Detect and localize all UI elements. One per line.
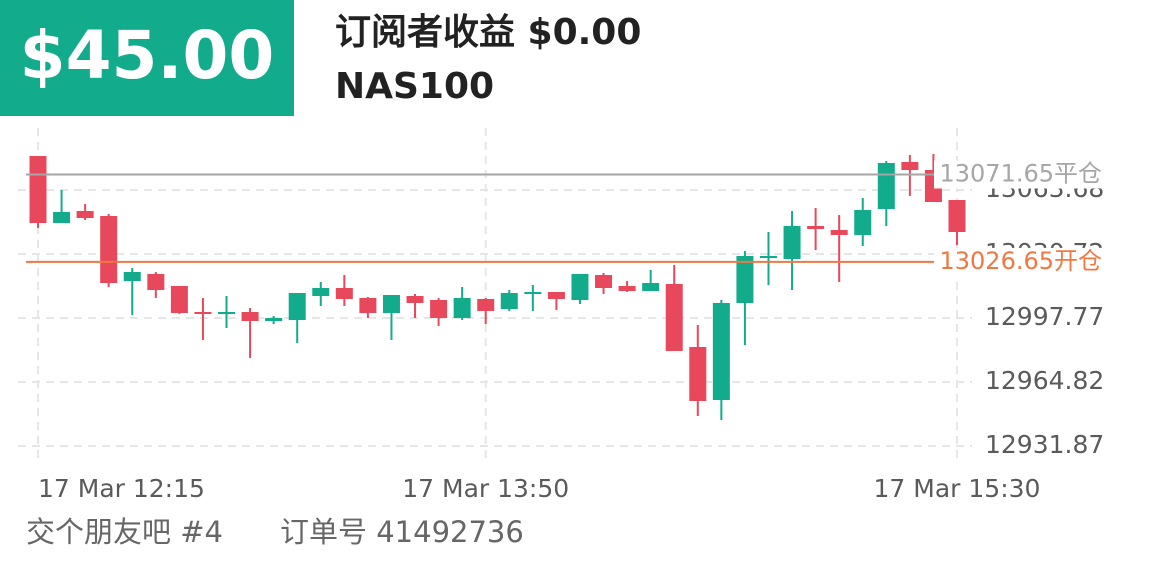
y-tick-label: 12997.77 <box>985 302 1104 331</box>
candle-body <box>807 225 825 230</box>
candle-body <box>53 212 71 224</box>
title: 订阅者收益 $0.00 <box>335 12 641 53</box>
level-label: 13071.65平仓 <box>939 159 1102 187</box>
amount: $45.00 <box>20 17 275 94</box>
candle-body <box>312 287 330 297</box>
candle-body <box>571 273 589 301</box>
author: 交个朋友吧 #4 <box>26 515 223 549</box>
level-label: 13026.65开仓 <box>939 247 1102 275</box>
candle-body <box>100 216 118 284</box>
candle-body <box>335 287 353 299</box>
candle-body <box>194 312 212 315</box>
candle-body <box>783 225 801 259</box>
candle-body <box>547 291 565 299</box>
candle-body <box>382 295 400 313</box>
candle-body <box>712 302 730 400</box>
candle-body <box>854 210 872 236</box>
candle-body <box>147 273 165 290</box>
candle-body <box>170 285 188 313</box>
candle-body <box>359 298 377 313</box>
candle-body <box>901 162 919 171</box>
level-label-bg <box>934 160 1104 189</box>
candle-body <box>665 283 683 351</box>
candle-body <box>477 298 495 311</box>
candle-body <box>618 285 636 292</box>
x-tick-label: 17 Mar 15:30 <box>874 474 1041 503</box>
candle-body <box>218 312 236 315</box>
amount-box <box>0 0 294 116</box>
candle-body <box>430 300 448 319</box>
symbol: NAS100 <box>335 66 494 107</box>
candle-body <box>76 211 94 219</box>
y-tick-label: 12931.87 <box>985 430 1104 459</box>
candle-body <box>288 293 306 321</box>
candle-body <box>241 312 259 321</box>
x-tick-label: 17 Mar 12:15 <box>38 474 205 503</box>
y-tick-label: 12964.82 <box>985 366 1104 395</box>
candle-body <box>689 346 707 401</box>
candle-body <box>406 296 424 303</box>
candle-body <box>595 275 613 288</box>
order: 订单号 41492736 <box>280 515 524 549</box>
candle-body <box>29 156 47 224</box>
candle-body <box>500 293 518 309</box>
x-tick-label: 17 Mar 13:50 <box>402 474 569 503</box>
level-label-bg <box>934 247 1104 276</box>
candle-body <box>642 283 660 292</box>
candle-body <box>877 163 895 209</box>
candle-body <box>948 200 966 232</box>
candle-body <box>759 256 777 259</box>
candle-body <box>123 271 141 282</box>
candle-body <box>453 298 471 319</box>
candle-body <box>736 256 754 303</box>
candle-body <box>830 229 848 236</box>
candle-body <box>524 291 542 294</box>
candle-body <box>265 318 283 321</box>
